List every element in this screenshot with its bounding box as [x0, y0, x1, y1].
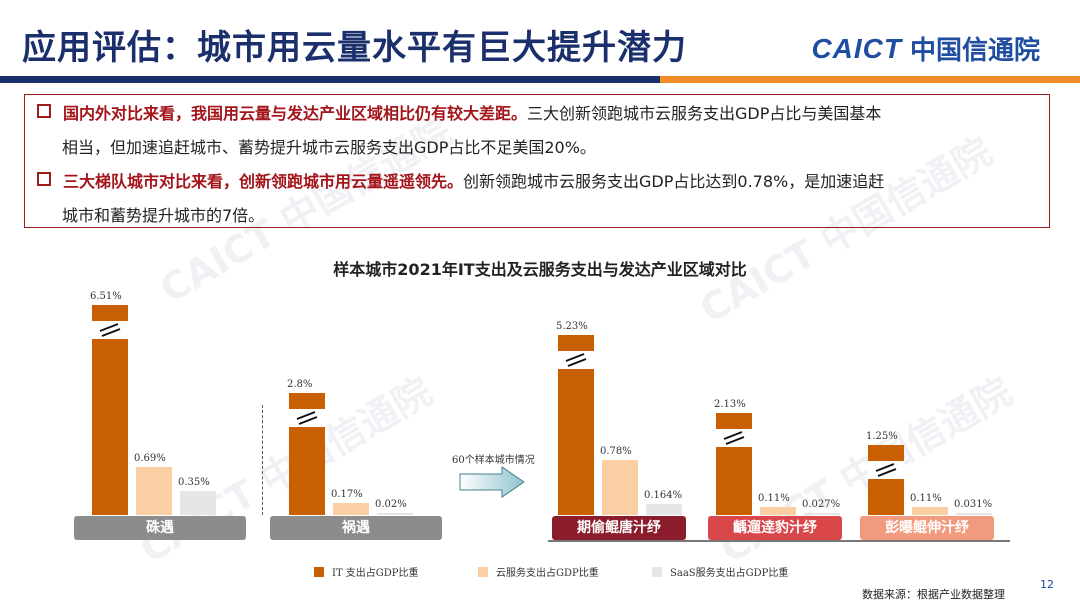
bar-saas [180, 490, 216, 515]
legend-item-cloud: 云服务支出占GDP比重 [478, 564, 599, 579]
bar-it [92, 305, 128, 515]
legend-item-saas: SaaS服务支出占GDP比重 [652, 564, 788, 579]
data-label: 2.13% [714, 399, 746, 410]
data-label: 0.02% [375, 499, 407, 510]
category-label: 齲遛逹豹汁纾 [708, 516, 842, 540]
bullet-text-continued: 城市和蓄势提升城市的7倍。 [62, 206, 265, 225]
data-label: 1.25% [866, 431, 898, 442]
category-label: 彭曝鲲伸汁纾 [860, 516, 994, 540]
caict-logo: CAICT 中国信通院 [811, 30, 1040, 67]
logo-en-text: CAICT [811, 32, 902, 64]
axis-break-icon [289, 409, 325, 427]
axis-break-icon [92, 321, 128, 339]
data-label: 2.8% [287, 379, 313, 390]
data-label: 0.164% [644, 489, 683, 501]
legend-swatch [314, 566, 324, 577]
category-label: 祸遇 [270, 516, 442, 540]
bullet-text-continued: 相当，但加速追赶城市、蓄势提升城市云服务支出GDP占比不足美国20%。 [62, 138, 596, 157]
arrow-annotation: 60个样本城市情况 [452, 455, 535, 466]
data-label: 0.17% [331, 489, 363, 501]
data-label: 0.031% [954, 498, 993, 510]
data-label: 6.51% [90, 291, 122, 302]
bar-cloud [760, 507, 796, 515]
bar-it [868, 445, 904, 515]
data-label: 5.23% [556, 321, 588, 332]
bar-saas [646, 503, 682, 515]
watermark: CAICT 中国信通院 [132, 369, 440, 572]
square-bullet-icon [37, 172, 51, 186]
bar-saas [804, 513, 840, 515]
summary-box: 国内外对比来看，我国用云量与发达产业区域相比仍有较大差距。三大创新领跑城市云服务… [24, 94, 1050, 228]
bar-cloud [912, 507, 948, 515]
legend-item-it: IT 支出占GDP比重 [314, 564, 419, 579]
data-label: 0.11% [758, 493, 790, 505]
category-label: 硃遇 [74, 516, 246, 540]
group-baseline [548, 540, 1010, 542]
data-label: 0.35% [178, 476, 210, 488]
data-label: 0.11% [910, 493, 942, 505]
category-label: 期偷鲲唐汁纾 [552, 516, 686, 540]
logo-cn-text: 中国信通院 [909, 36, 1040, 66]
bar-saas [956, 512, 992, 515]
legend-swatch [478, 566, 488, 577]
page-title: 应用评估：城市用云量水平有巨大提升潜力 [22, 28, 687, 68]
data-source: 数据来源：根据产业数据整理 [862, 588, 1005, 601]
bar-cloud [136, 466, 172, 515]
bar-cloud [333, 503, 369, 515]
legend-label: SaaS服务支出占GDP比重 [670, 568, 789, 579]
square-bullet-icon [37, 104, 51, 118]
bullet-text: 创新领跑城市云服务支出GDP占比达到0.78%，是加速追赶 [463, 172, 885, 191]
legend-label: 云服务支出占GDP比重 [496, 568, 599, 579]
data-label: 0.027% [802, 499, 841, 510]
data-label: 0.69% [134, 452, 166, 464]
axis-break-icon [716, 429, 752, 447]
axis-break-icon [558, 351, 594, 369]
summary-bullet-2: 三大梯队城市对比来看，创新领跑城市用云量遥遥领先。创新领跑城市云服务支出GDP占… [37, 165, 1037, 233]
group-divider [262, 405, 263, 515]
bullet-highlight: 三大梯队城市对比来看，创新领跑城市用云量遥遥领先。 [63, 172, 464, 191]
data-label: 0.78% [600, 446, 632, 458]
bullet-highlight: 国内外对比来看，我国用云量与发达产业区域相比仍有较大差距。 [63, 104, 528, 123]
axis-break-icon [868, 461, 904, 479]
bullet-text: 三大创新领跑城市云服务支出GDP占比与美国基本 [527, 104, 882, 123]
header-divider [0, 76, 1080, 83]
bar-cloud [602, 460, 638, 515]
page-number: 12 [1040, 578, 1054, 591]
chart-title: 样本城市2021年IT支出及云服务支出与发达产业区域对比 [333, 260, 747, 279]
legend-swatch [652, 566, 662, 577]
right-arrow-icon [458, 465, 526, 503]
legend-label: IT 支出占GDP比重 [332, 568, 419, 579]
bar-saas [377, 513, 413, 515]
summary-bullet-1: 国内外对比来看，我国用云量与发达产业区域相比仍有较大差距。三大创新领跑城市云服务… [37, 97, 1037, 165]
